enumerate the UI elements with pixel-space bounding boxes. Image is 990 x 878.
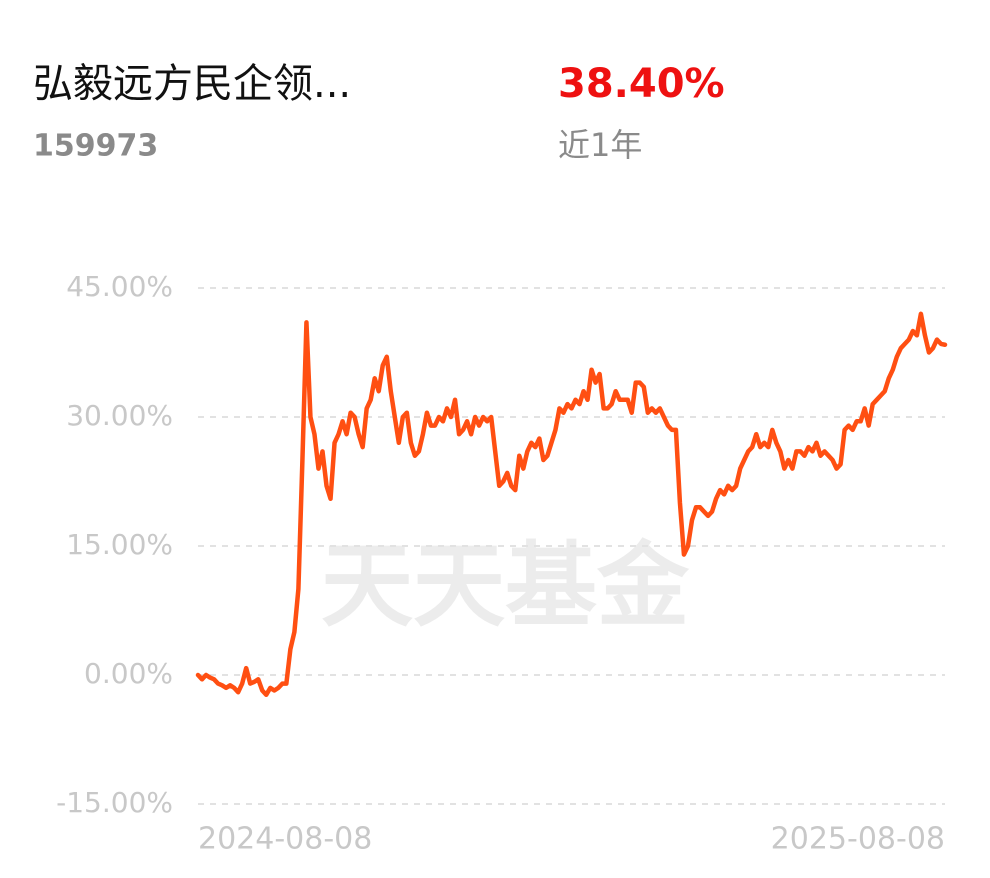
y-tick-label: 0.00% [84,657,173,690]
fund-return: 38.40% [558,61,725,107]
fund-code: 159973 [33,129,158,164]
y-tick-label: -15.00% [56,786,173,819]
watermark: 天天基金 [321,532,690,639]
price-line [195,311,948,698]
fund-name: 弘毅远方民企领... [33,61,351,107]
y-tick-label: 15.00% [66,528,173,561]
x-tick-label: 2024-08-08 [198,822,372,857]
y-tick-label: 45.00% [66,270,173,303]
y-tick-label: 30.00% [66,399,173,432]
x-tick-label: 2025-08-08 [771,822,945,857]
return-period: 近1年 [558,126,642,164]
